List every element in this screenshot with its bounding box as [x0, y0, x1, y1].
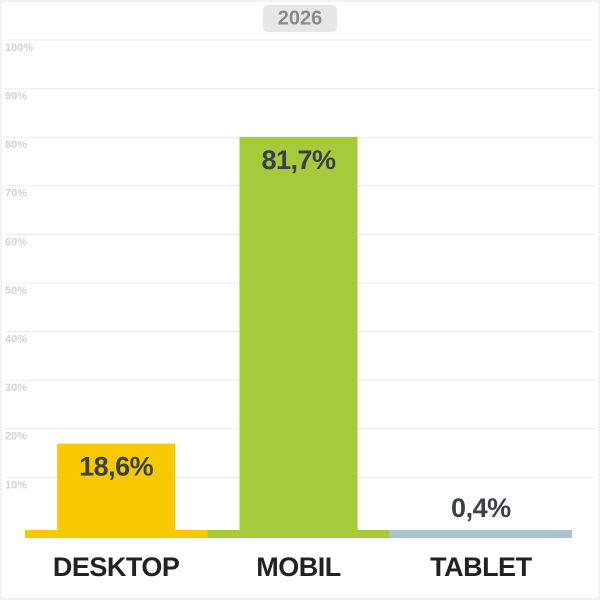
bar: [239, 136, 358, 535]
bar: [57, 443, 176, 534]
y-tick-label: 30%: [5, 382, 27, 394]
y-tick-label: 40%: [5, 334, 27, 346]
y-tick-label: 60%: [5, 236, 27, 248]
value-label: 81,7%: [261, 145, 336, 175]
y-tick-label: 100%: [5, 42, 33, 54]
y-tick-label: 70%: [5, 188, 27, 200]
chart-title: 2026: [278, 7, 323, 29]
title-box: [263, 5, 337, 32]
y-tick-label: 10%: [5, 479, 27, 491]
value-label: 0,4%: [451, 493, 511, 523]
x-tick-label: DESKTOP: [53, 552, 180, 582]
value-label: 18,6%: [79, 452, 154, 482]
y-tick-label: 20%: [5, 431, 27, 443]
x-tick-label: TABLET: [430, 552, 532, 582]
y-tick-label: 50%: [5, 285, 27, 297]
x-tick-label: MOBIL: [256, 552, 341, 582]
bar: [421, 532, 540, 534]
y-tick-label: 90%: [5, 91, 27, 103]
y-tick-label: 80%: [5, 139, 27, 151]
